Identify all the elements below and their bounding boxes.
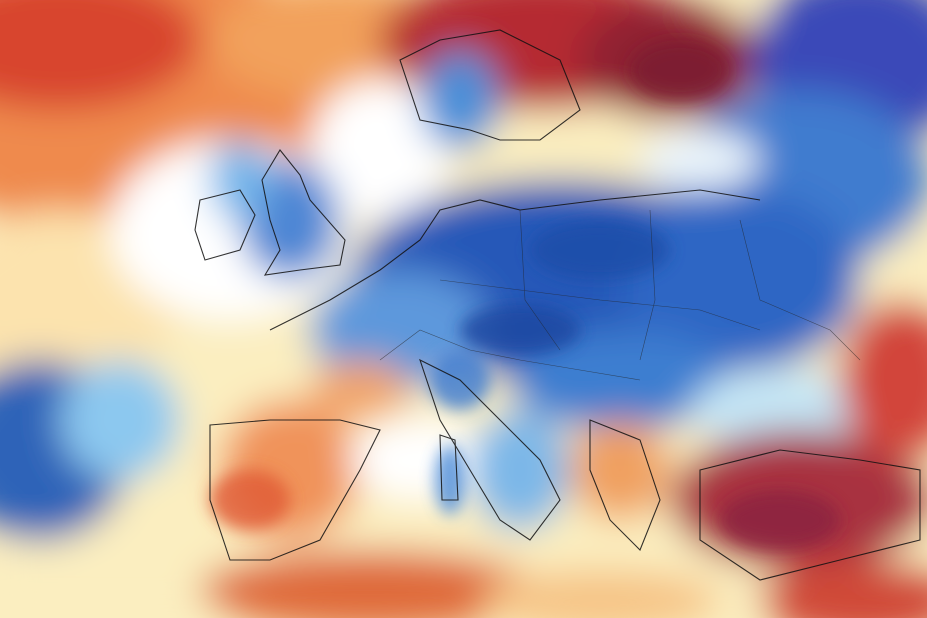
coastlines: [194, 29, 921, 581]
detail-speckle: [210, 40, 840, 550]
borders: [379, 209, 861, 381]
